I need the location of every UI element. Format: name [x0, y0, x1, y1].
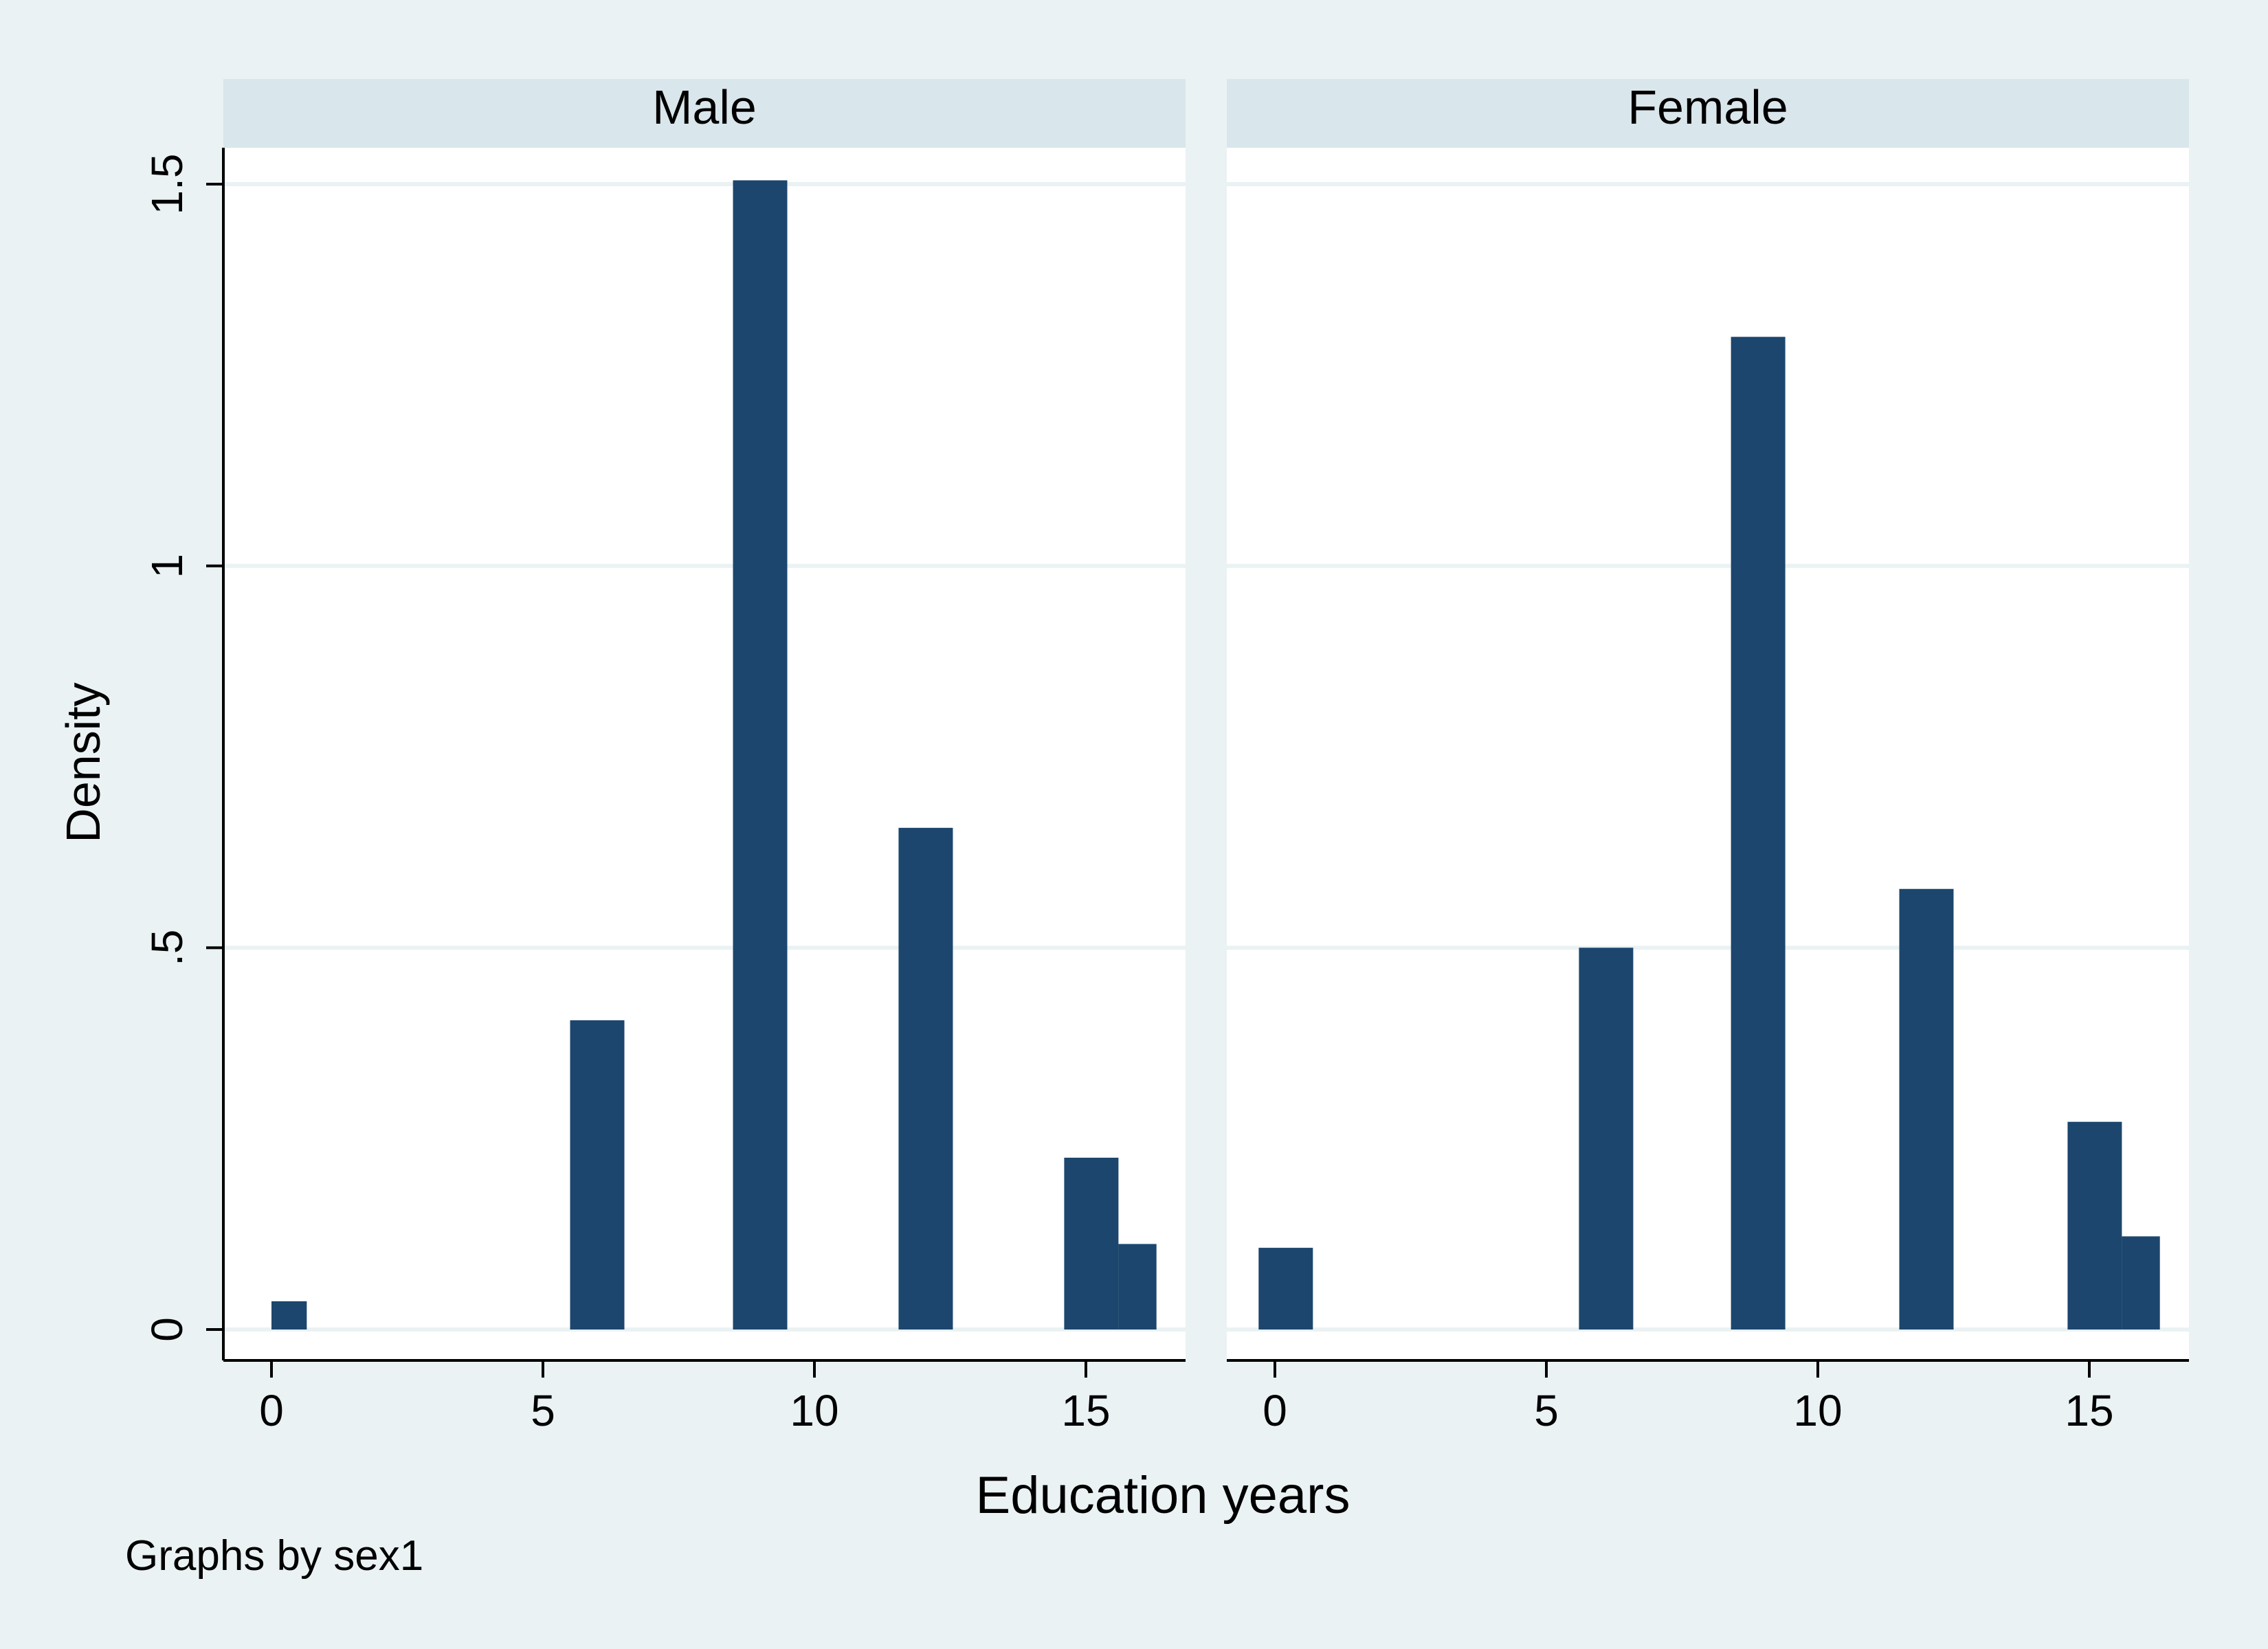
male-bar-0 [271, 1301, 307, 1330]
male-bar-3 [898, 827, 953, 1330]
male-x-tick-label-3: 15 [1061, 1386, 1110, 1435]
panel-female-bars [1258, 337, 2160, 1330]
female-bar-4 [2067, 1121, 2122, 1330]
male-bar-2 [733, 180, 788, 1330]
y-axis: 0 .5 1 1.5 [142, 148, 225, 1360]
panel-female-axes: 0 5 10 15 [1227, 1359, 2189, 1435]
panel-male-title: Male [652, 80, 757, 134]
panel-male-header [223, 79, 1186, 148]
y-tick-label-3: 1.5 [142, 154, 192, 215]
female-x-tick-label-3: 15 [2065, 1386, 2113, 1435]
male-x-tick-label-2: 10 [790, 1386, 838, 1435]
y-tick-label-1: .5 [142, 930, 192, 966]
male-x-tick-label-0: 0 [259, 1386, 284, 1435]
female-bar-0 [1258, 1248, 1313, 1330]
x-axis-title: Education years [976, 1466, 1350, 1525]
female-x-tick-label-1: 5 [1534, 1386, 1559, 1435]
y-tick-label-2: 1 [142, 554, 192, 579]
y-axis-title: Density [56, 682, 110, 842]
male-bar-4 [1064, 1157, 1119, 1330]
female-x-tick-label-2: 10 [1793, 1386, 1842, 1435]
panel-male: Male 0 5 10 15 [223, 79, 1186, 1435]
y-tick-label-0: 0 [142, 1317, 192, 1342]
graphs-by-note: Graphs by sex1 [125, 1532, 423, 1580]
male-x-tick-label-1: 5 [531, 1386, 555, 1435]
female-x-tick-label-0: 0 [1263, 1386, 1287, 1435]
male-bar-1 [570, 1020, 625, 1330]
female-bar-1 [1579, 947, 1634, 1330]
panel-female: Female 0 5 10 15 [1227, 79, 2189, 1435]
panel-male-axes: 0 5 10 15 [223, 1359, 1186, 1435]
panel-female-plot-area [1227, 148, 2189, 1360]
male-bar-5 [1118, 1244, 1157, 1330]
panel-female-gridlines [1227, 182, 2189, 1332]
female-bar-3 [1899, 888, 1954, 1330]
female-bar-5 [2122, 1236, 2160, 1330]
panel-male-plot-area [223, 148, 1186, 1360]
female-bar-2 [1731, 337, 1786, 1330]
panel-male-gridlines [223, 182, 1186, 1332]
panel-female-title: Female [1627, 80, 1788, 134]
panel-male-bars [271, 180, 1157, 1330]
panel-female-header [1227, 79, 2189, 148]
